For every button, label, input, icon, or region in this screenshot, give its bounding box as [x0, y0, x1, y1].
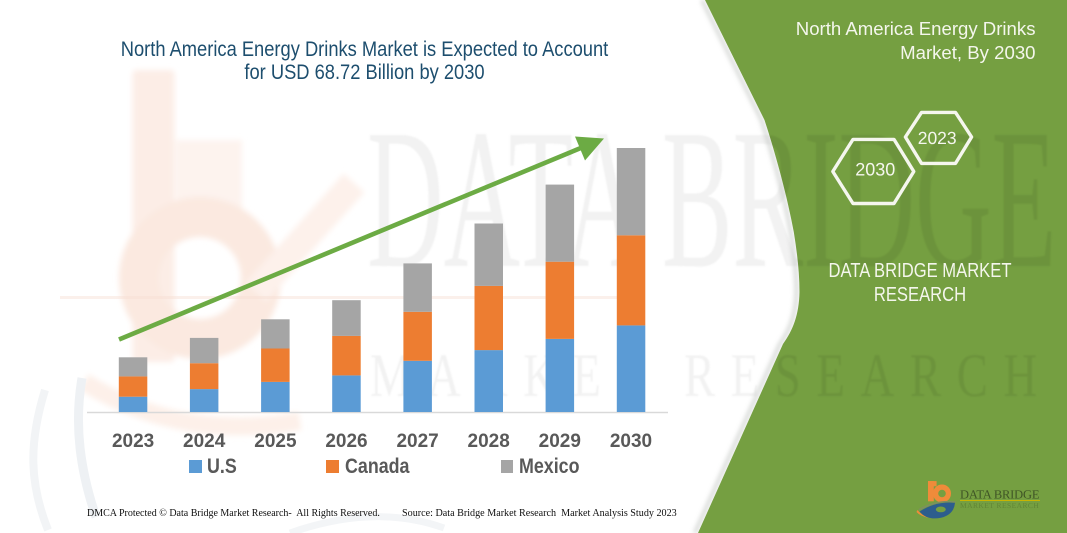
svg-text:2023: 2023: [918, 128, 957, 148]
svg-text:DATA BRIDGE: DATA BRIDGE: [960, 488, 1041, 502]
svg-text:MARKET RESEARCH: MARKET RESEARCH: [960, 501, 1040, 510]
svg-text:2030: 2030: [855, 160, 895, 180]
